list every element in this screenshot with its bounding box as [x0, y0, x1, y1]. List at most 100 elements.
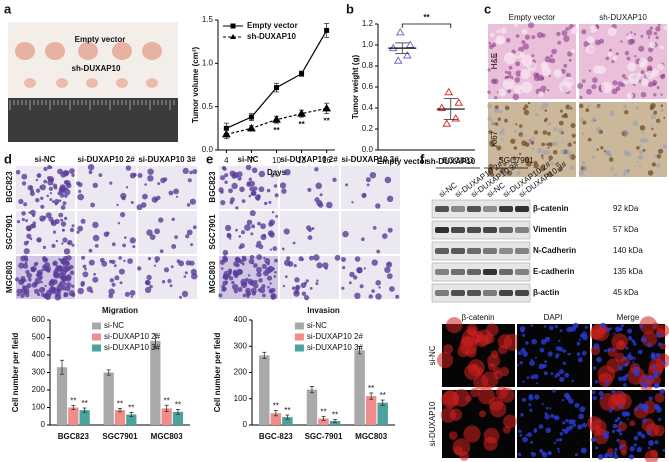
cell	[250, 190, 257, 196]
cell	[568, 58, 572, 62]
cell	[539, 165, 546, 172]
tumor	[15, 42, 35, 60]
legend-swatch	[92, 344, 101, 352]
x-tick-label: 7	[249, 156, 254, 165]
cell	[640, 34, 644, 38]
cell	[632, 120, 639, 127]
cell	[581, 161, 586, 165]
cell	[499, 156, 503, 161]
cell	[624, 135, 627, 138]
error-bar	[164, 404, 169, 412]
row-label: MGC803	[5, 260, 14, 293]
cell	[67, 241, 70, 245]
cell	[59, 280, 67, 287]
cell	[169, 284, 173, 288]
cell	[663, 116, 666, 119]
cell	[26, 240, 29, 244]
cell	[622, 356, 627, 361]
bar	[103, 372, 114, 425]
row-label: SGC7901	[208, 214, 217, 250]
cell	[60, 218, 64, 222]
cell	[559, 432, 564, 436]
cell	[248, 258, 255, 265]
cell	[544, 336, 551, 343]
cell	[18, 198, 24, 205]
cell	[29, 223, 35, 229]
cell	[146, 229, 153, 236]
bar	[56, 367, 68, 425]
cell	[36, 273, 39, 277]
cell	[648, 440, 654, 446]
cell	[119, 281, 123, 285]
cell	[192, 169, 198, 175]
legend-label: si-DUXAP10 2#	[104, 332, 161, 341]
cell	[41, 268, 44, 272]
cell	[58, 199, 62, 202]
cell	[538, 91, 544, 97]
cell	[514, 130, 517, 133]
cell	[263, 256, 266, 260]
error-bar	[129, 411, 134, 418]
cell	[633, 33, 637, 36]
cell	[39, 184, 47, 191]
cell	[546, 143, 549, 146]
cell	[375, 203, 381, 209]
cell	[55, 239, 59, 243]
cell	[566, 326, 573, 333]
y-tick-label: 1.0	[362, 40, 374, 49]
cell	[443, 344, 454, 355]
cell	[563, 63, 568, 68]
cell	[630, 39, 636, 44]
cell	[235, 228, 238, 232]
cell	[23, 202, 28, 207]
micrograph	[577, 23, 668, 100]
cell	[571, 379, 574, 383]
cell	[641, 331, 658, 347]
cell	[157, 182, 161, 186]
marker	[223, 125, 229, 131]
cell	[48, 186, 54, 191]
cell	[361, 237, 365, 241]
cell	[108, 293, 114, 299]
cell	[524, 156, 530, 162]
cell	[647, 81, 654, 88]
cell	[525, 434, 528, 437]
cell	[522, 43, 529, 50]
cell	[521, 28, 528, 35]
cell	[534, 356, 538, 359]
cell	[251, 280, 255, 284]
micrograph	[138, 211, 197, 254]
cell	[547, 89, 550, 92]
cell	[520, 134, 524, 138]
cell	[663, 25, 668, 31]
cell	[232, 283, 239, 291]
cell	[580, 447, 587, 454]
tumor	[142, 42, 162, 60]
band	[515, 269, 529, 275]
cell	[600, 146, 604, 150]
cell	[550, 413, 555, 419]
cell	[619, 445, 624, 450]
cell	[617, 416, 621, 420]
cell	[191, 272, 198, 280]
legend-swatch	[294, 344, 304, 352]
cell	[395, 294, 400, 299]
cell	[543, 325, 547, 328]
cell	[612, 56, 618, 61]
micrograph	[437, 317, 521, 390]
panel-label: a	[4, 1, 12, 16]
cell	[269, 248, 273, 251]
cell	[542, 102, 549, 109]
y-tick-label: 100	[32, 403, 46, 412]
cell	[275, 215, 278, 218]
cell	[241, 255, 246, 260]
cell	[609, 48, 612, 52]
size-label: 135 kDa	[613, 267, 643, 276]
cell	[552, 150, 558, 155]
cell	[43, 166, 48, 172]
cell	[521, 333, 526, 337]
cell	[500, 27, 507, 34]
cell	[220, 200, 226, 206]
cell	[645, 423, 660, 437]
cell	[654, 392, 665, 403]
